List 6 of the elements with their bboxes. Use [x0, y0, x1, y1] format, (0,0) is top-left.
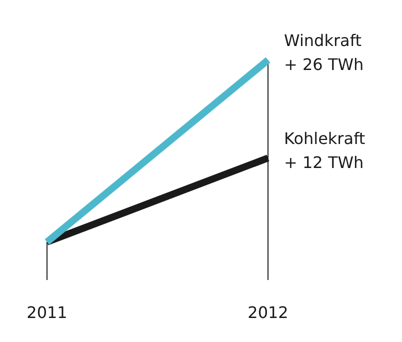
x-tick-label: 2012 [248, 303, 288, 322]
data-label: + 12 TWh [284, 153, 364, 172]
data-label: + 26 TWh [284, 55, 364, 74]
series-label: Windkraft [284, 31, 362, 50]
x-tick-label: 2011 [26, 303, 68, 322]
series-label: Kohlekraft [284, 129, 366, 148]
